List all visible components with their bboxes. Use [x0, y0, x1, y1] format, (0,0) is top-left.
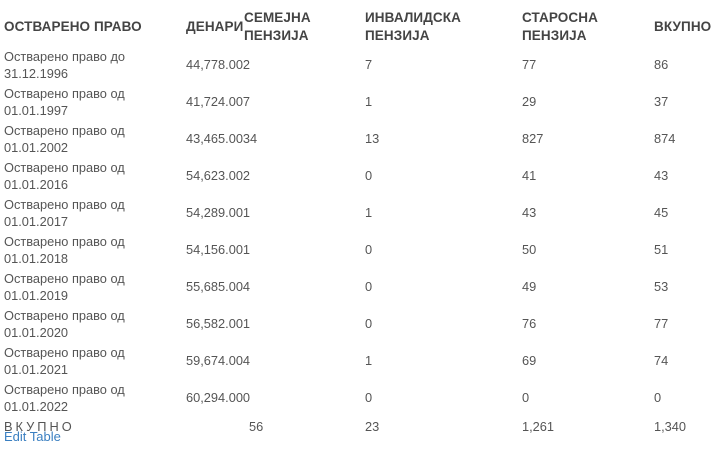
row-invalidska: 1 — [365, 205, 373, 220]
table-row: Остварено право од 01.01.2020 56,582.001 0… — [4, 305, 720, 342]
row-denari: 44,778.002 — [186, 57, 251, 72]
row-label: Остварено право од 01.01.1997 — [4, 85, 125, 118]
row-denari: 60,294.000 — [186, 390, 251, 405]
row-starosna: 29 — [522, 94, 537, 109]
row-label: Остварено право до 31.12.1996 — [4, 48, 126, 81]
row-invalidska: 0 — [365, 168, 373, 183]
row-starosna: 827 — [522, 131, 544, 146]
row-starosna: 41 — [522, 168, 537, 183]
row-starosna: 0 — [522, 390, 530, 405]
row-label: Остварено право од 01.01.2019 — [4, 270, 125, 303]
row-vkupno: 0 — [654, 390, 662, 405]
row-starosna: 77 — [522, 57, 537, 72]
row-label: Остварено право од 01.01.2002 — [4, 122, 125, 155]
row-denari: 56,582.001 — [186, 316, 251, 331]
total-semejna: 56 — [249, 419, 264, 434]
row-vkupno: 45 — [654, 205, 669, 220]
row-starosna: 76 — [522, 316, 537, 331]
table-row: Остварено право од 01.01.2019 55,685.004 0… — [4, 268, 720, 305]
row-denari: 54,289.001 — [186, 205, 251, 220]
table-row: Остварено право од 01.01.2016 54,623.002 0… — [4, 157, 720, 194]
total-starosna: 1,261 — [522, 419, 555, 434]
header-denari: ДЕНАРИ — [186, 19, 244, 34]
row-vkupno: 74 — [654, 353, 669, 368]
row-vkupno: 51 — [654, 242, 669, 257]
table-row: Остварено право до 31.12.1996 44,778.002 7… — [4, 46, 720, 83]
total-invalidska: 23 — [365, 419, 380, 434]
header-semejna-penzija: СЕМЕЈНА ПЕНЗИЈА — [244, 10, 311, 43]
header-invalidska-penzija: ИНВАЛИДСКА ПЕНЗИЈА — [365, 10, 461, 43]
row-invalidska: 0 — [365, 316, 373, 331]
row-label: Остварено право од 01.01.2017 — [4, 196, 125, 229]
row-denari: 54,623.002 — [186, 168, 251, 183]
row-invalidska: 0 — [365, 242, 373, 257]
row-invalidska: 0 — [365, 279, 373, 294]
total-row: ВКУПНО 56 23 1,261 1,340 — [4, 416, 720, 438]
row-vkupno: 874 — [654, 131, 676, 146]
row-label: Остварено право од 01.01.2020 — [4, 307, 125, 340]
table-row: Остварено право од 01.01.2017 54,289.001 1… — [4, 194, 720, 231]
row-invalidska: 1 — [365, 94, 373, 109]
header-starosna-penzija: СТАРОСНА ПЕНЗИЈА — [522, 10, 598, 43]
row-starosna: 50 — [522, 242, 537, 257]
row-vkupno: 77 — [654, 316, 669, 331]
row-vkupno: 43 — [654, 168, 669, 183]
row-label: Остварено право од 01.01.2021 — [4, 344, 125, 377]
row-denari: 43,465.0034 — [186, 131, 258, 146]
row-vkupno: 86 — [654, 57, 669, 72]
row-denari: 59,674.004 — [186, 353, 251, 368]
row-denari: 55,685.004 — [186, 279, 251, 294]
row-starosna: 69 — [522, 353, 537, 368]
row-vkupno: 53 — [654, 279, 669, 294]
row-invalidska: 1 — [365, 353, 373, 368]
table-row: Остварено право од 01.01.2002 43,465.0034… — [4, 120, 720, 157]
row-starosna: 49 — [522, 279, 537, 294]
row-invalidska: 0 — [365, 390, 373, 405]
row-denari: 41,724.007 — [186, 94, 251, 109]
row-label: Остварено право од 01.01.2018 — [4, 233, 125, 266]
total-vkupno: 1,340 — [654, 419, 687, 434]
table-row: Остварено право од 01.01.2021 59,674.004 1… — [4, 342, 720, 379]
total-label: ВКУПНО — [4, 419, 75, 434]
pension-table: ОСТВАРЕНО ПРАВО ДЕНАРИ СЕМЕЈНА ПЕНЗИЈА И… — [4, 9, 720, 438]
row-label: Остварено право од 01.01.2016 — [4, 159, 125, 192]
total-denari — [186, 416, 244, 438]
row-denari: 54,156.001 — [186, 242, 251, 257]
row-starosna: 43 — [522, 205, 537, 220]
table-row: Остварено право од 01.01.2022 60,294.000 0… — [4, 379, 720, 416]
row-vkupno: 37 — [654, 94, 669, 109]
table-header-row: ОСТВАРЕНО ПРАВО ДЕНАРИ СЕМЕЈНА ПЕНЗИЈА И… — [4, 9, 720, 46]
row-label: Остварено право од 01.01.2022 — [4, 381, 125, 414]
table-row: Остварено право од 01.01.1997 41,724.007 1… — [4, 83, 720, 120]
edit-table-link[interactable]: Edit Table — [4, 429, 61, 444]
header-ostvareno-pravo: ОСТВАРЕНО ПРАВО — [4, 19, 142, 34]
row-invalidska: 13 — [365, 131, 380, 146]
row-invalidska: 7 — [365, 57, 373, 72]
table-row: Остварено право од 01.01.2018 54,156.001 0… — [4, 231, 720, 268]
header-vkupno: ВКУПНО — [654, 19, 712, 34]
